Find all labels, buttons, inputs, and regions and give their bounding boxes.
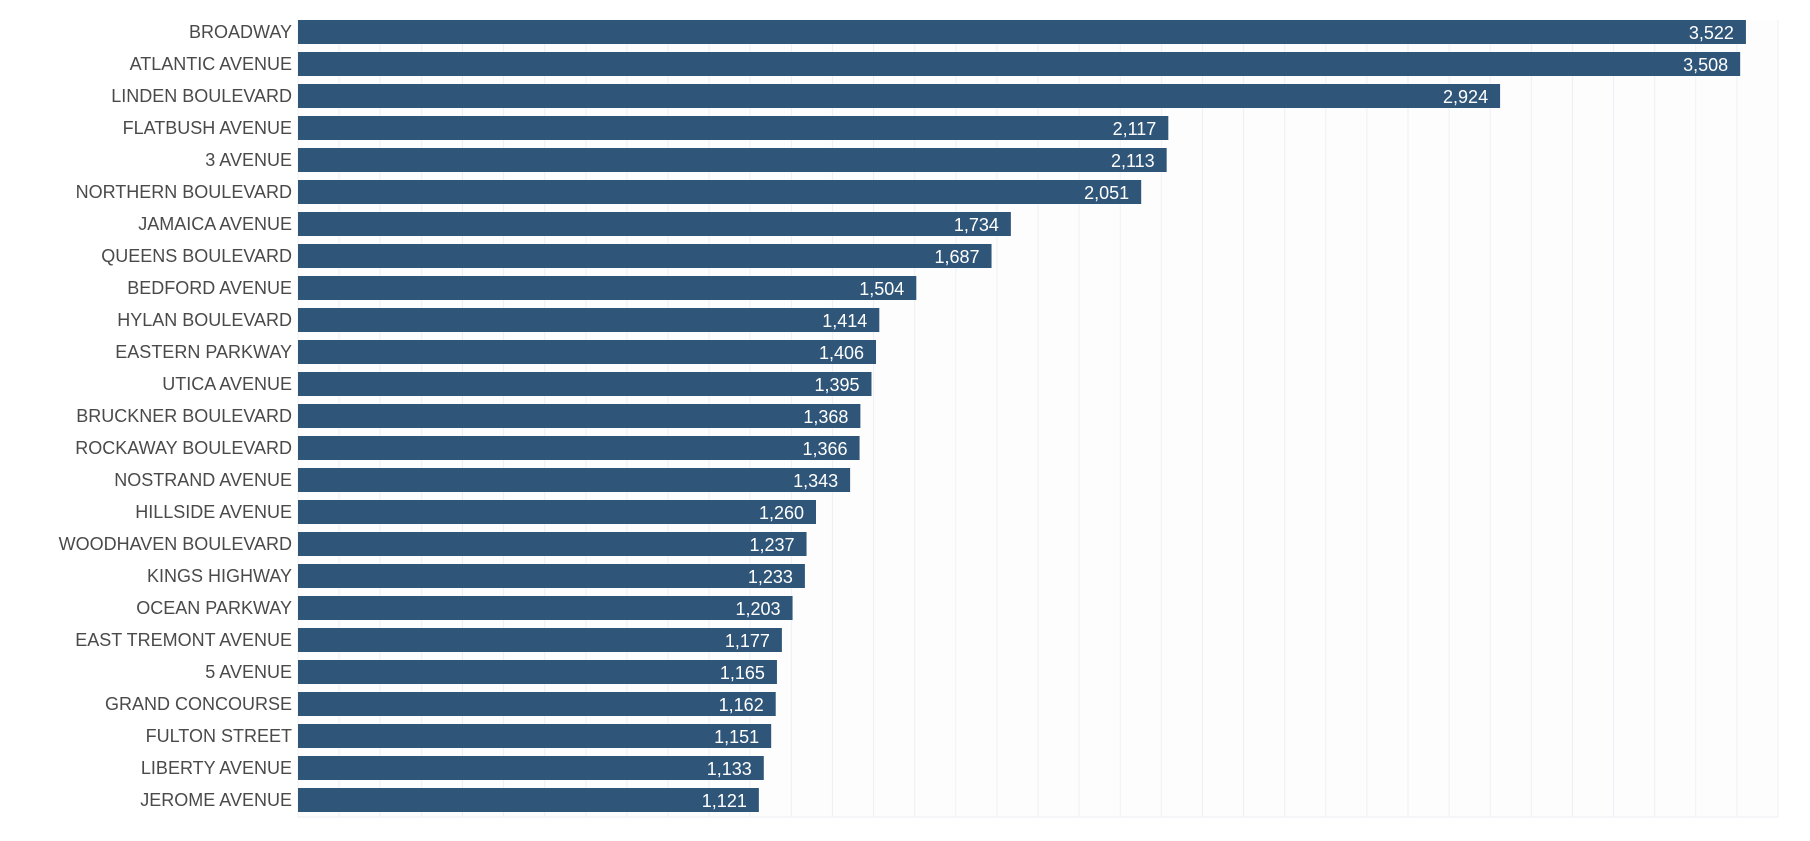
value-label: 1,162 [719, 695, 764, 715]
category-label: GRAND CONCOURSE [105, 694, 292, 714]
value-label: 1,237 [749, 535, 794, 555]
category-label: HYLAN BOULEVARD [117, 310, 292, 330]
bar [298, 692, 776, 716]
bar [298, 276, 917, 300]
value-label: 1,121 [702, 791, 747, 811]
value-label: 1,366 [803, 439, 848, 459]
bar [298, 372, 872, 396]
category-label: BEDFORD AVENUE [127, 278, 292, 298]
bar [298, 244, 992, 268]
category-label: 3 AVENUE [205, 150, 292, 170]
bar [298, 564, 805, 588]
category-label: QUEENS BOULEVARD [101, 246, 292, 266]
value-label: 1,151 [714, 727, 759, 747]
value-label: 2,113 [1111, 151, 1155, 171]
value-label: 1,687 [934, 247, 979, 267]
bar [298, 596, 793, 620]
value-label: 1,368 [803, 407, 848, 427]
category-label: OCEAN PARKWAY [136, 598, 292, 618]
value-label: 3,508 [1683, 55, 1728, 75]
value-label: 1,414 [822, 311, 867, 331]
bar [298, 404, 861, 428]
category-label: JAMAICA AVENUE [138, 214, 292, 234]
value-label: 1,177 [725, 631, 770, 651]
bar [298, 308, 880, 332]
bar [298, 436, 860, 460]
value-label: 1,233 [748, 567, 793, 587]
bar [298, 468, 851, 492]
value-label: 1,165 [720, 663, 765, 683]
category-label: NORTHERN BOULEVARD [76, 182, 292, 202]
value-label: 1,734 [954, 215, 999, 235]
category-label: NOSTRAND AVENUE [114, 470, 292, 490]
bar [298, 340, 877, 364]
bar [298, 148, 1167, 172]
value-label: 3,522 [1689, 23, 1734, 43]
value-label: 1,203 [736, 599, 781, 619]
value-label: 2,924 [1443, 87, 1488, 107]
category-label: FULTON STREET [146, 726, 292, 746]
category-label: EAST TREMONT AVENUE [75, 630, 292, 650]
bar [298, 660, 777, 684]
bar [298, 628, 782, 652]
bar [298, 532, 807, 556]
category-label: LINDEN BOULEVARD [111, 86, 292, 106]
category-label: ROCKAWAY BOULEVARD [75, 438, 292, 458]
bar [298, 52, 1741, 76]
bar [298, 84, 1501, 108]
bar [298, 20, 1746, 44]
bar [298, 756, 764, 780]
value-label: 1,504 [859, 279, 904, 299]
category-label: ATLANTIC AVENUE [130, 54, 292, 74]
category-label: FLATBUSH AVENUE [123, 118, 292, 138]
bar [298, 788, 759, 812]
bar [298, 212, 1011, 236]
value-label: 2,117 [1113, 119, 1157, 139]
category-label: LIBERTY AVENUE [141, 758, 292, 778]
category-label: EASTERN PARKWAY [115, 342, 292, 362]
category-label: 5 AVENUE [205, 662, 292, 682]
value-label: 1,260 [759, 503, 804, 523]
category-label: KINGS HIGHWAY [147, 566, 292, 586]
value-label: 2,051 [1084, 183, 1129, 203]
value-label: 1,406 [819, 343, 864, 363]
value-label: 1,133 [707, 759, 752, 779]
category-label: BRUCKNER BOULEVARD [76, 406, 292, 426]
bar [298, 724, 772, 748]
category-label: HILLSIDE AVENUE [135, 502, 292, 522]
value-label: 1,343 [793, 471, 838, 491]
category-label: BROADWAY [189, 22, 292, 42]
bar [298, 180, 1142, 204]
value-label: 1,395 [814, 375, 859, 395]
category-label: JEROME AVENUE [140, 790, 292, 810]
category-label: UTICA AVENUE [162, 374, 292, 394]
category-label: WOODHAVEN BOULEVARD [59, 534, 292, 554]
bar [298, 500, 816, 524]
bar [298, 116, 1169, 140]
